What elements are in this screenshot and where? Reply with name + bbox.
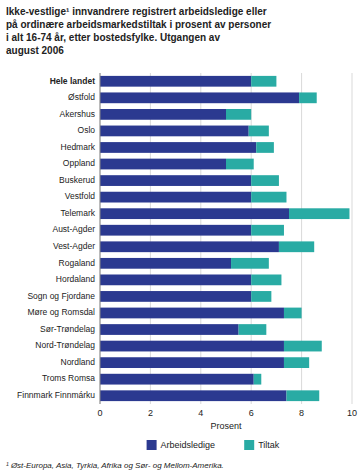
x-tick-label: 8 <box>299 408 304 418</box>
bar <box>100 241 279 252</box>
bar <box>100 109 226 120</box>
bar <box>100 76 251 87</box>
legend-label: Arbeidsledige <box>161 440 216 450</box>
y-tick-label: Møre og Romsdal <box>27 307 95 317</box>
y-tick-label: Akershus <box>60 109 95 119</box>
y-tick-label: Oslo <box>78 125 96 135</box>
bars <box>100 76 349 401</box>
title: Ikke-vestlige¹ innvandrere registrert ar… <box>6 6 267 17</box>
bar <box>251 76 276 87</box>
x-axis-label: Prosent <box>210 421 242 431</box>
bar <box>279 241 314 252</box>
y-tick-label: Sogn og Fjordane <box>27 291 95 301</box>
bar <box>100 126 249 137</box>
grid-line <box>200 73 201 404</box>
y-tick-label: Hordaland <box>56 274 95 284</box>
bar <box>251 192 286 203</box>
y-tick-label: Hele landet <box>50 76 96 86</box>
bar <box>100 175 251 186</box>
y-tick-label: Finnmark Finnmárku <box>17 390 95 400</box>
bar <box>100 208 289 219</box>
bar <box>100 92 299 103</box>
y-tick-label: Rogaland <box>59 258 96 268</box>
bar <box>239 324 267 335</box>
bar <box>256 142 274 153</box>
y-tick-label: Sør-Trøndelag <box>40 324 95 334</box>
bar <box>299 92 317 103</box>
bar <box>231 258 269 269</box>
chart-svg: Ikke-vestlige¹ innvandrere registrert ar… <box>0 0 364 476</box>
bar <box>251 291 271 302</box>
x-tick-label: 10 <box>347 408 357 418</box>
bar <box>284 341 322 352</box>
bar <box>100 291 251 302</box>
bar <box>289 208 349 219</box>
bar <box>100 324 239 335</box>
bar <box>286 390 319 401</box>
y-tick-label: Vest-Agder <box>53 241 95 251</box>
y-tick-label: Aust-Agder <box>52 224 95 234</box>
bar <box>251 274 281 285</box>
bar <box>100 258 231 269</box>
x-tick-label: 6 <box>249 408 254 418</box>
bar <box>100 142 256 153</box>
title: i alt 16-74 år, etter bostedsfylke. Utga… <box>6 32 220 43</box>
y-tick-label: Østfold <box>68 92 95 102</box>
legend: Arbeidsledige Tiltak <box>147 440 280 450</box>
page: {"chart_data": { "type": "bar", "orienta… <box>0 0 364 476</box>
bar <box>249 126 269 137</box>
legend-swatch <box>147 440 157 450</box>
bar <box>100 192 251 203</box>
grid-line <box>100 73 101 404</box>
y-tick-label: Hedmark <box>61 142 96 152</box>
grid-line <box>150 73 151 404</box>
legend-swatch <box>244 440 254 450</box>
bar <box>100 390 286 401</box>
grid <box>100 73 352 404</box>
legend-label: Tiltak <box>258 440 280 450</box>
bar <box>254 374 262 385</box>
y-tick-label: Nord-Trøndelag <box>35 340 95 350</box>
bar <box>226 109 251 120</box>
bar <box>100 159 226 170</box>
y-tick-label: Buskerud <box>59 175 95 185</box>
bar <box>100 374 254 385</box>
grid-line <box>352 73 353 404</box>
bar <box>100 225 251 236</box>
bar <box>284 308 302 319</box>
chart-container: Ikke-vestlige¹ innvandrere registrert ar… <box>0 0 364 476</box>
x-tick-label: 2 <box>148 408 153 418</box>
bar <box>251 175 279 186</box>
y-tick-label: Vestfold <box>65 191 96 201</box>
x-tick-label: 4 <box>198 408 203 418</box>
x-tick-label: 0 <box>97 408 102 418</box>
y-tick-label: Troms Romsa <box>42 373 95 383</box>
title: august 2006 <box>6 45 64 56</box>
bar <box>100 308 284 319</box>
bar <box>100 341 284 352</box>
grid-line <box>251 73 252 404</box>
footnote: ¹ Øst-Europa, Asia, Tyrkia, Afrika og Sø… <box>6 461 224 470</box>
y-axis-line <box>100 73 101 404</box>
y-tick-label: Nordland <box>61 357 96 367</box>
bar <box>226 159 254 170</box>
bar <box>284 357 309 368</box>
title: på ordinære arbeidsmarkedstiltak i prose… <box>6 19 271 30</box>
bar <box>251 225 284 236</box>
y-tick-label: Telemark <box>61 208 96 218</box>
grid-line <box>301 73 302 404</box>
y-tick-label: Oppland <box>63 158 95 168</box>
bar <box>100 357 284 368</box>
bar <box>100 274 251 285</box>
